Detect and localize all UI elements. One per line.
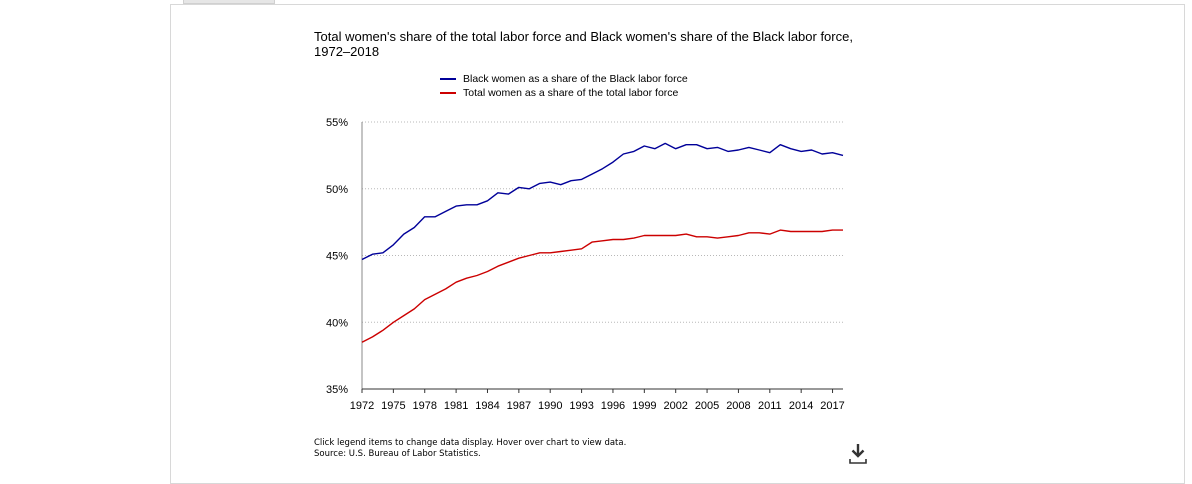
x-tick-label: 2005: [695, 400, 719, 412]
series-line-total-women[interactable]: [361, 229, 843, 343]
y-tick-label: 40%: [326, 317, 348, 329]
tab-stub[interactable]: [183, 0, 275, 4]
x-tick-label: 2017: [820, 400, 844, 412]
x-tick-label: 1981: [444, 400, 468, 412]
y-tick-label: 55%: [326, 117, 348, 129]
y-tick-label: 45%: [326, 251, 348, 263]
x-tick-label: 1993: [569, 400, 593, 412]
x-tick-label: 1972: [350, 400, 374, 412]
series-line-black-women[interactable]: [361, 142, 844, 261]
legend-swatch-black-women: [440, 78, 456, 80]
download-icon[interactable]: [848, 443, 868, 465]
x-tick-label: 1996: [601, 400, 625, 412]
legend: Black women as a share of the Black labo…: [440, 72, 688, 100]
y-tick-label: 50%: [326, 184, 348, 196]
axis-layer: 35% 40% 45% 50% 55% 1972 1975 1978 1981 1984 1987 1…: [326, 117, 845, 412]
legend-item-total-women[interactable]: Total women as a share of the total labo…: [440, 86, 688, 100]
footnote: Click legend items to change data displa…: [314, 438, 626, 460]
grid-layer: [362, 121, 843, 323]
line-chart[interactable]: 35% 40% 45% 50% 55% 1972 1975 1978 1981 1984 1987 1…: [300, 105, 860, 425]
x-tick-label: 2014: [789, 400, 813, 412]
x-tick-label: 1999: [632, 400, 656, 412]
legend-item-black-women[interactable]: Black women as a share of the Black labo…: [440, 72, 688, 86]
legend-label-black-women: Black women as a share of the Black labo…: [463, 73, 688, 85]
x-tick-label: 1978: [412, 400, 436, 412]
x-tick-label: 1975: [381, 400, 405, 412]
y-tick-label: 35%: [326, 384, 348, 396]
legend-swatch-total-women: [440, 92, 456, 94]
footnote-instructions: Click legend items to change data displa…: [314, 438, 627, 448]
x-tick-label: 1987: [507, 400, 531, 412]
x-tick-label: 1984: [475, 400, 499, 412]
x-tick-label: 1990: [538, 400, 562, 412]
x-tick-label: 2008: [726, 400, 750, 412]
footnote-source: Source: U.S. Bureau of Labor Statistics.: [314, 449, 481, 459]
series-layer[interactable]: [361, 142, 844, 343]
x-tick-label: 2002: [663, 400, 687, 412]
legend-label-total-women: Total women as a share of the total labo…: [463, 87, 679, 99]
chart-title: Total women's share of the total labor f…: [314, 29, 853, 59]
x-tick-label: 2011: [758, 400, 782, 412]
